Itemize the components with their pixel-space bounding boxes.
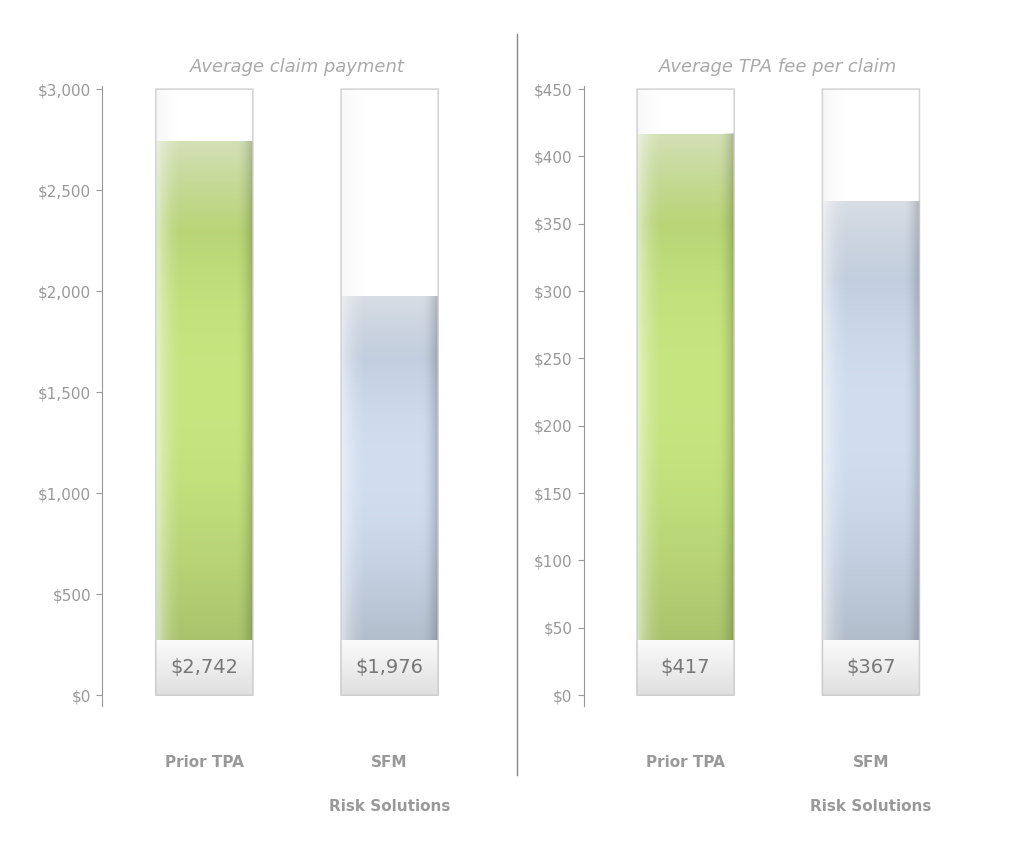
Text: Risk Solutions: Risk Solutions (329, 799, 451, 814)
Text: Prior TPA: Prior TPA (646, 755, 725, 770)
Title: Average claim payment: Average claim payment (189, 59, 404, 77)
Text: SFM: SFM (372, 755, 408, 770)
FancyBboxPatch shape (822, 641, 920, 695)
FancyBboxPatch shape (156, 641, 253, 695)
Text: Risk Solutions: Risk Solutions (810, 799, 932, 814)
Text: $2,742: $2,742 (170, 659, 239, 678)
Title: Average TPA fee per claim: Average TPA fee per claim (659, 59, 897, 77)
Text: $1,976: $1,976 (355, 659, 424, 678)
FancyBboxPatch shape (341, 90, 438, 296)
Text: $417: $417 (660, 659, 711, 678)
Text: $367: $367 (846, 659, 896, 678)
FancyBboxPatch shape (637, 641, 734, 695)
FancyBboxPatch shape (637, 90, 734, 133)
Text: Prior TPA: Prior TPA (165, 755, 244, 770)
FancyBboxPatch shape (341, 641, 438, 695)
Text: SFM: SFM (853, 755, 889, 770)
FancyBboxPatch shape (822, 90, 920, 201)
FancyBboxPatch shape (156, 90, 253, 141)
